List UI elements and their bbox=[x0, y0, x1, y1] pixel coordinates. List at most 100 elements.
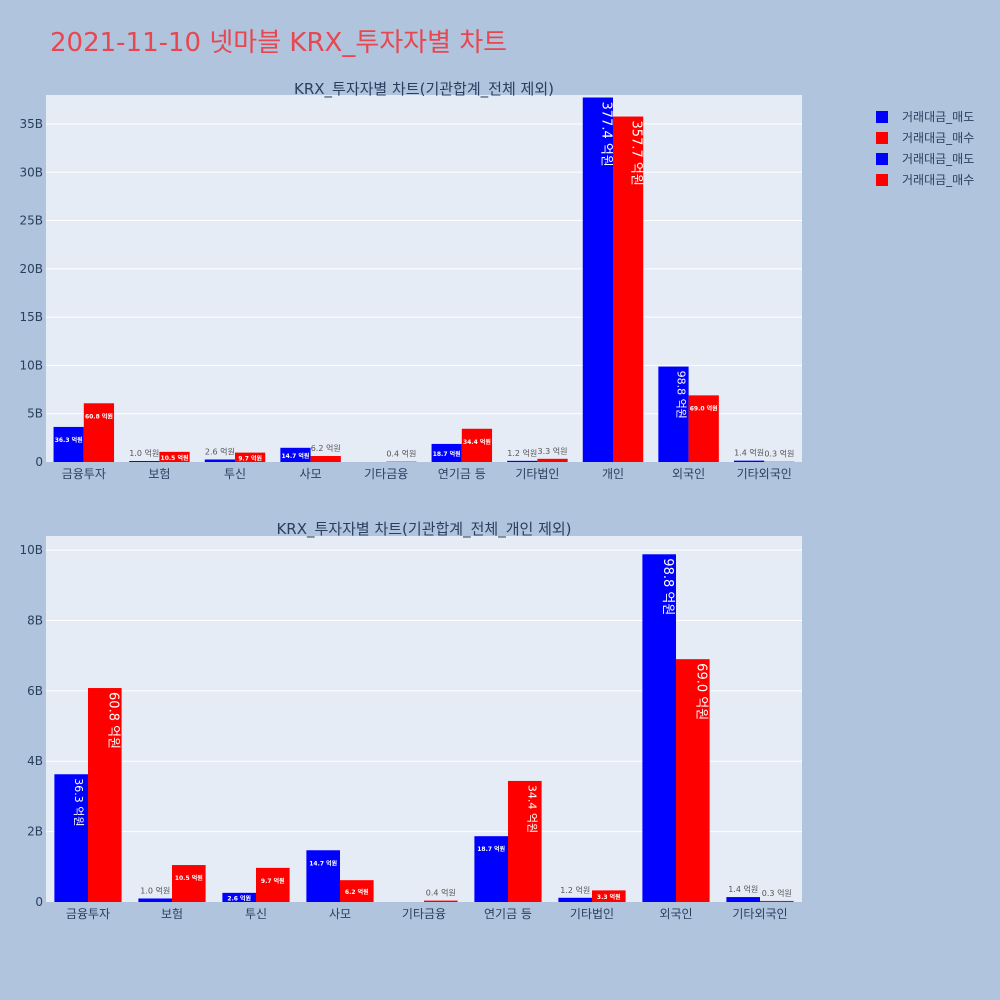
data-label: 36.3 억원 bbox=[72, 778, 85, 826]
bar bbox=[642, 554, 676, 902]
bar bbox=[676, 659, 710, 902]
bar bbox=[508, 780, 542, 902]
y-tick-label: 5B bbox=[27, 407, 43, 421]
bar bbox=[280, 447, 311, 462]
data-label: 36.3 억원 bbox=[55, 436, 83, 444]
data-label: 34.4 억원 bbox=[526, 785, 539, 833]
data-label: 10.5 억원 bbox=[175, 874, 203, 882]
x-tick-label: 투신 bbox=[224, 467, 246, 481]
data-label: 34.4 억원 bbox=[463, 438, 491, 446]
bar bbox=[461, 428, 493, 462]
y-tick-label: 10B bbox=[19, 358, 43, 372]
data-label: 3.3 억원 bbox=[538, 446, 568, 456]
data-label: 18.7 억원 bbox=[433, 450, 461, 458]
x-tick-label: 보험 bbox=[161, 907, 183, 921]
bar bbox=[658, 366, 689, 462]
bar bbox=[582, 97, 613, 463]
bar bbox=[537, 458, 568, 462]
bar bbox=[222, 892, 256, 902]
legend-label: 거래대금_매도 bbox=[902, 110, 975, 124]
data-label: 1.0 억원 bbox=[129, 448, 159, 458]
data-label: 14.7 억원 bbox=[282, 452, 310, 460]
x-tick-label: 외국인 bbox=[672, 467, 705, 481]
x-tick-label: 금융투자 bbox=[62, 467, 106, 481]
data-label: 69.0 억원 bbox=[693, 663, 708, 720]
legend-item[interactable]: 거래대금_매수 bbox=[876, 169, 974, 190]
bar bbox=[83, 403, 115, 462]
data-label: 6.2 억원 bbox=[345, 888, 369, 896]
y-tick-label: 25B bbox=[19, 214, 43, 228]
data-label: 98.8 억원 bbox=[674, 371, 687, 419]
bar bbox=[138, 898, 172, 902]
data-label: 60.8 억원 bbox=[105, 692, 120, 749]
data-label: 0.4 억원 bbox=[426, 888, 456, 898]
legend-swatch bbox=[876, 152, 888, 165]
bar bbox=[474, 836, 508, 902]
bar bbox=[592, 890, 626, 902]
y-tick-label: 0 bbox=[35, 455, 43, 469]
bar bbox=[431, 443, 462, 462]
y-tick-label: 20B bbox=[19, 262, 43, 276]
data-label: 1.2 억원 bbox=[560, 885, 590, 895]
x-tick-label: 연기금 등 bbox=[438, 467, 486, 481]
bar bbox=[760, 900, 794, 902]
x-tick-label: 기타금융 bbox=[402, 907, 446, 921]
y-tick-label: 4B bbox=[27, 754, 43, 768]
x-tick-label: 기타외국인 bbox=[732, 907, 787, 921]
data-label: 14.7 억원 bbox=[309, 859, 337, 867]
bar bbox=[688, 395, 719, 462]
x-tick-label: 기타법인 bbox=[570, 907, 614, 921]
bar bbox=[88, 688, 122, 902]
data-label: 1.4 억원 bbox=[734, 448, 764, 458]
x-tick-label: 연기금 등 bbox=[484, 907, 532, 921]
y-tick-label: 10B bbox=[19, 543, 43, 557]
data-label: 0.4 억원 bbox=[386, 449, 416, 459]
bar bbox=[53, 426, 84, 462]
bar bbox=[54, 774, 88, 902]
bar bbox=[340, 880, 374, 902]
x-tick-label: 사모 bbox=[329, 907, 351, 921]
legend-item[interactable]: 거래대금_매도 bbox=[876, 148, 974, 169]
data-label: 2.6 억원 bbox=[205, 446, 235, 456]
y-tick-label: 15B bbox=[19, 310, 43, 324]
x-tick-label: 개인 bbox=[602, 467, 624, 481]
chart-title: KRX_투자자별 차트(기관합계_전체 제외) bbox=[294, 80, 554, 99]
bar bbox=[310, 456, 341, 462]
bar bbox=[507, 460, 538, 462]
x-tick-label: 외국인 bbox=[659, 907, 692, 921]
x-tick-label: 기타외국인 bbox=[737, 467, 792, 481]
legend-swatch bbox=[876, 110, 888, 123]
x-tick-label: 보험 bbox=[148, 467, 170, 481]
legend-swatch bbox=[876, 173, 888, 186]
data-label: 6.2 억원 bbox=[311, 443, 341, 453]
legend-item[interactable]: 거래대금_매수 bbox=[876, 127, 974, 148]
data-label: 2.6 억원 bbox=[227, 894, 251, 902]
data-label: 0.3 억원 bbox=[762, 888, 792, 898]
data-label: 18.7 억원 bbox=[477, 845, 505, 853]
page-title: 2021-11-10 넷마블 KRX_투자자별 차트 bbox=[50, 28, 508, 58]
data-label: 98.8 억원 bbox=[660, 558, 675, 615]
data-label: 1.2 억원 bbox=[507, 448, 537, 458]
bar bbox=[129, 461, 160, 462]
y-tick-label: 2B bbox=[27, 825, 43, 839]
legend-label: 거래대금_매수 bbox=[902, 173, 975, 187]
data-label: 1.4 억원 bbox=[728, 884, 758, 894]
bar bbox=[204, 459, 235, 462]
bar bbox=[613, 116, 644, 462]
data-label: 9.7 억원 bbox=[261, 877, 285, 885]
data-label: 3.3 억원 bbox=[597, 893, 621, 901]
bar bbox=[733, 460, 765, 462]
data-label: 0.3 억원 bbox=[764, 449, 794, 459]
data-label: 60.8 억원 bbox=[85, 412, 113, 420]
bar bbox=[558, 897, 592, 902]
x-tick-label: 투신 bbox=[245, 907, 267, 921]
legend: 거래대금_매도 거래대금_매수 거래대금_매도 거래대금_매수 bbox=[876, 106, 974, 190]
data-label: 377.4 억원 bbox=[598, 102, 613, 167]
x-tick-label: 기타금융 bbox=[364, 467, 408, 481]
legend-item[interactable]: 거래대금_매도 bbox=[876, 106, 974, 127]
x-tick-label: 금융투자 bbox=[66, 907, 110, 921]
bar bbox=[256, 867, 290, 902]
x-tick-label: 사모 bbox=[300, 467, 322, 481]
y-tick-label: 0 bbox=[35, 895, 43, 909]
bar bbox=[726, 897, 760, 902]
